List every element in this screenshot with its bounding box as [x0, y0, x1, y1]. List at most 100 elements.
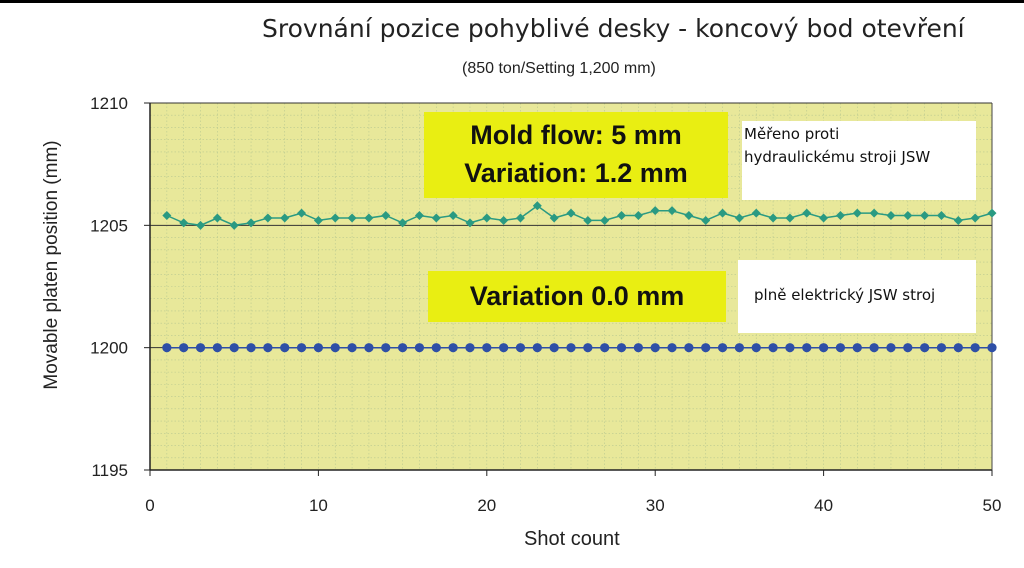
data-point: [347, 213, 357, 223]
data-point: [633, 211, 643, 221]
data-point: [532, 343, 542, 353]
x-tick-label: 10: [309, 496, 328, 515]
electric-note: plně elektrický JSW stroj: [738, 260, 976, 333]
data-point: [398, 343, 408, 353]
data-point: [313, 215, 323, 225]
data-point: [936, 211, 946, 221]
data-point: [970, 213, 980, 223]
x-tick-label: 30: [646, 496, 665, 515]
data-point: [195, 343, 206, 353]
data-point: [819, 343, 829, 353]
data-point: [802, 208, 812, 218]
mold-flow-callout: Mold flow: 5 mm Variation: 1.2 mm: [424, 112, 728, 198]
data-point: [431, 213, 441, 223]
data-point: [701, 215, 711, 225]
data-point: [280, 343, 290, 353]
data-point: [936, 343, 947, 353]
data-point: [246, 343, 256, 353]
data-point: [212, 213, 222, 223]
data-point: [852, 343, 862, 353]
data-point: [263, 213, 273, 223]
data-point: [650, 206, 660, 216]
data-point: [768, 213, 778, 223]
data-point: [835, 211, 845, 221]
data-point: [246, 218, 256, 228]
data-point: [297, 208, 307, 218]
data-point: [229, 220, 239, 230]
chart-title: Srovnání pozice pohyblivé desky - koncov…: [262, 14, 965, 43]
data-point: [364, 343, 374, 353]
data-point: [768, 343, 778, 353]
data-point: [499, 343, 509, 353]
data-point: [852, 208, 862, 218]
data-point: [684, 211, 694, 221]
data-point: [179, 343, 189, 353]
data-point: [717, 343, 728, 353]
data-point: [600, 343, 610, 353]
data-point: [179, 218, 189, 228]
data-point: [347, 343, 357, 353]
data-point: [667, 206, 677, 216]
chart-subtitle: (850 ton/Setting 1,200 mm): [462, 60, 656, 77]
data-point: [566, 343, 576, 353]
x-axis-label: Shot count: [524, 528, 620, 550]
y-axis-label: Movable platen position (mm): [41, 140, 62, 390]
hydraulic-note: Měřeno proti hydraulickému stroji JSW: [742, 121, 976, 200]
hydraulic-note-line2: hydraulickému stroji JSW: [744, 148, 931, 166]
data-point: [903, 211, 913, 221]
data-point: [431, 343, 441, 353]
x-tick-label: 0: [145, 496, 154, 515]
data-point: [970, 343, 980, 353]
data-point: [465, 343, 475, 353]
data-point: [414, 211, 424, 221]
data-point: [381, 211, 391, 221]
data-point: [617, 211, 627, 221]
data-point: [701, 343, 711, 353]
data-point: [196, 220, 206, 230]
data-point: [869, 208, 879, 218]
data-point: [869, 343, 879, 353]
data-point: [263, 343, 273, 353]
x-tick-label: 20: [477, 496, 496, 515]
data-point: [414, 343, 425, 353]
data-point: [398, 218, 408, 228]
data-point: [566, 208, 576, 218]
data-point: [448, 211, 458, 221]
data-point: [465, 218, 475, 228]
data-point: [650, 343, 660, 353]
data-point: [684, 343, 694, 353]
data-point: [482, 213, 492, 223]
y-tick-label: 1200: [90, 339, 128, 358]
data-point: [835, 343, 846, 353]
data-point: [953, 215, 963, 225]
data-point: [330, 343, 340, 353]
series-2: [162, 343, 997, 353]
data-point: [364, 213, 374, 223]
y-tick-label: 1205: [90, 216, 128, 235]
data-point: [549, 343, 559, 353]
data-point: [886, 343, 896, 353]
data-point: [515, 343, 526, 353]
data-point: [313, 343, 323, 353]
data-point: [229, 343, 239, 353]
data-point: [903, 343, 913, 353]
data-point: [212, 343, 222, 353]
data-point: [886, 211, 896, 221]
data-point: [482, 343, 492, 353]
data-point: [616, 343, 627, 353]
data-point: [549, 213, 559, 223]
data-point: [532, 201, 542, 211]
x-tick-label: 50: [983, 496, 1002, 515]
data-point: [162, 343, 172, 353]
data-point: [667, 343, 677, 353]
data-point: [734, 213, 744, 223]
electric-note-text: plně elektrický JSW stroj: [754, 286, 936, 304]
data-point: [448, 343, 458, 353]
data-point: [953, 343, 963, 353]
variation-electric-callout: Variation 0.0 mm: [428, 271, 726, 322]
data-point: [987, 208, 997, 218]
top-rule: [0, 0, 1024, 3]
variation-hydraulic-text: Variation: 1.2 mm: [464, 158, 688, 188]
data-point: [381, 343, 391, 353]
